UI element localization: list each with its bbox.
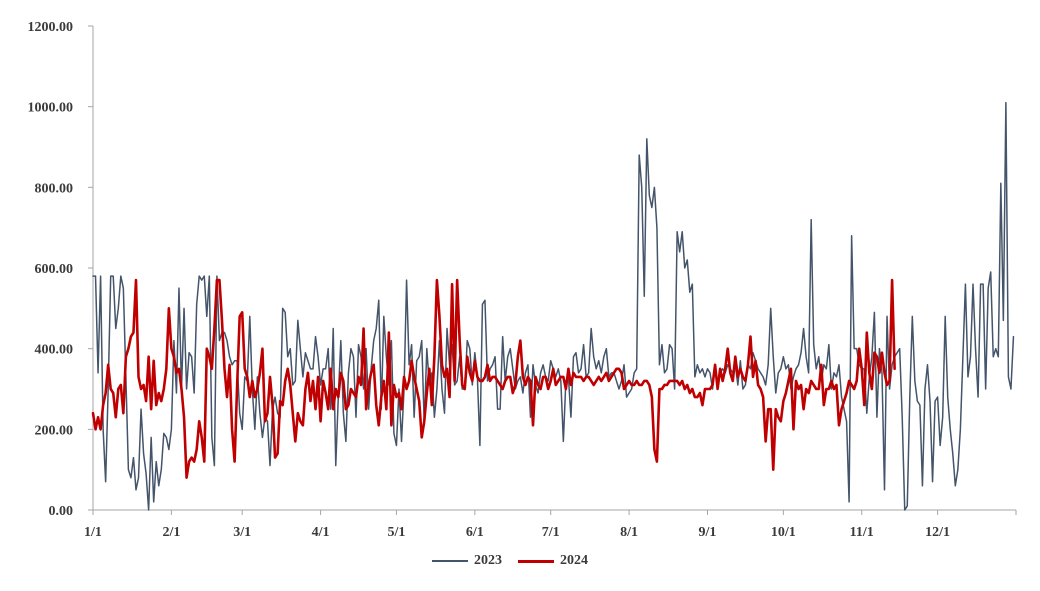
legend-label-2024: 2024 <box>560 553 588 568</box>
legend-item-2023: 2023 <box>432 553 502 569</box>
x-axis: 1/1 2/1 3/1 4/1 5/1 6/1 7/1 8/1 9/1 10/1 11/1 12/1 <box>84 509 1017 540</box>
y-tick-label: 1200.00 <box>28 20 74 35</box>
x-tick-label: 2/1 <box>162 525 180 540</box>
x-tick-label: 10/1 <box>771 525 796 540</box>
y-tick-label: 0.00 <box>49 504 74 519</box>
y-tick-label: 400.00 <box>35 343 74 358</box>
legend: 2023 2024 <box>432 553 588 569</box>
legend-swatch-2024 <box>518 559 554 563</box>
x-tick-label: 5/1 <box>388 525 406 540</box>
y-tick-label: 600.00 <box>35 262 74 277</box>
x-tick-label: 11/1 <box>850 525 874 540</box>
x-tick-label: 4/1 <box>312 525 330 540</box>
legend-swatch-2023 <box>432 560 468 562</box>
x-tick-label: 6/1 <box>466 525 484 540</box>
y-axis: 0.00 200.00 400.00 600.00 800.00 1000.00 1200.… <box>28 20 94 519</box>
y-tick-label: 800.00 <box>35 181 74 196</box>
series-line-2024 <box>91 278 896 480</box>
y-tick-label: 200.00 <box>35 423 74 438</box>
x-tick-label: 1/1 <box>84 525 102 540</box>
legend-label-2023: 2023 <box>474 553 502 568</box>
legend-item-2024: 2024 <box>518 553 588 569</box>
series-line-2023 <box>92 101 1015 511</box>
x-tick-label: 9/1 <box>699 525 717 540</box>
x-tick-label: 3/1 <box>233 525 251 540</box>
x-tick-label: 12/1 <box>925 525 950 540</box>
y-tick-label: 1000.00 <box>28 101 74 116</box>
series-layer <box>91 101 1015 511</box>
x-tick-label: 7/1 <box>542 525 560 540</box>
x-tick-label: 8/1 <box>620 525 638 540</box>
